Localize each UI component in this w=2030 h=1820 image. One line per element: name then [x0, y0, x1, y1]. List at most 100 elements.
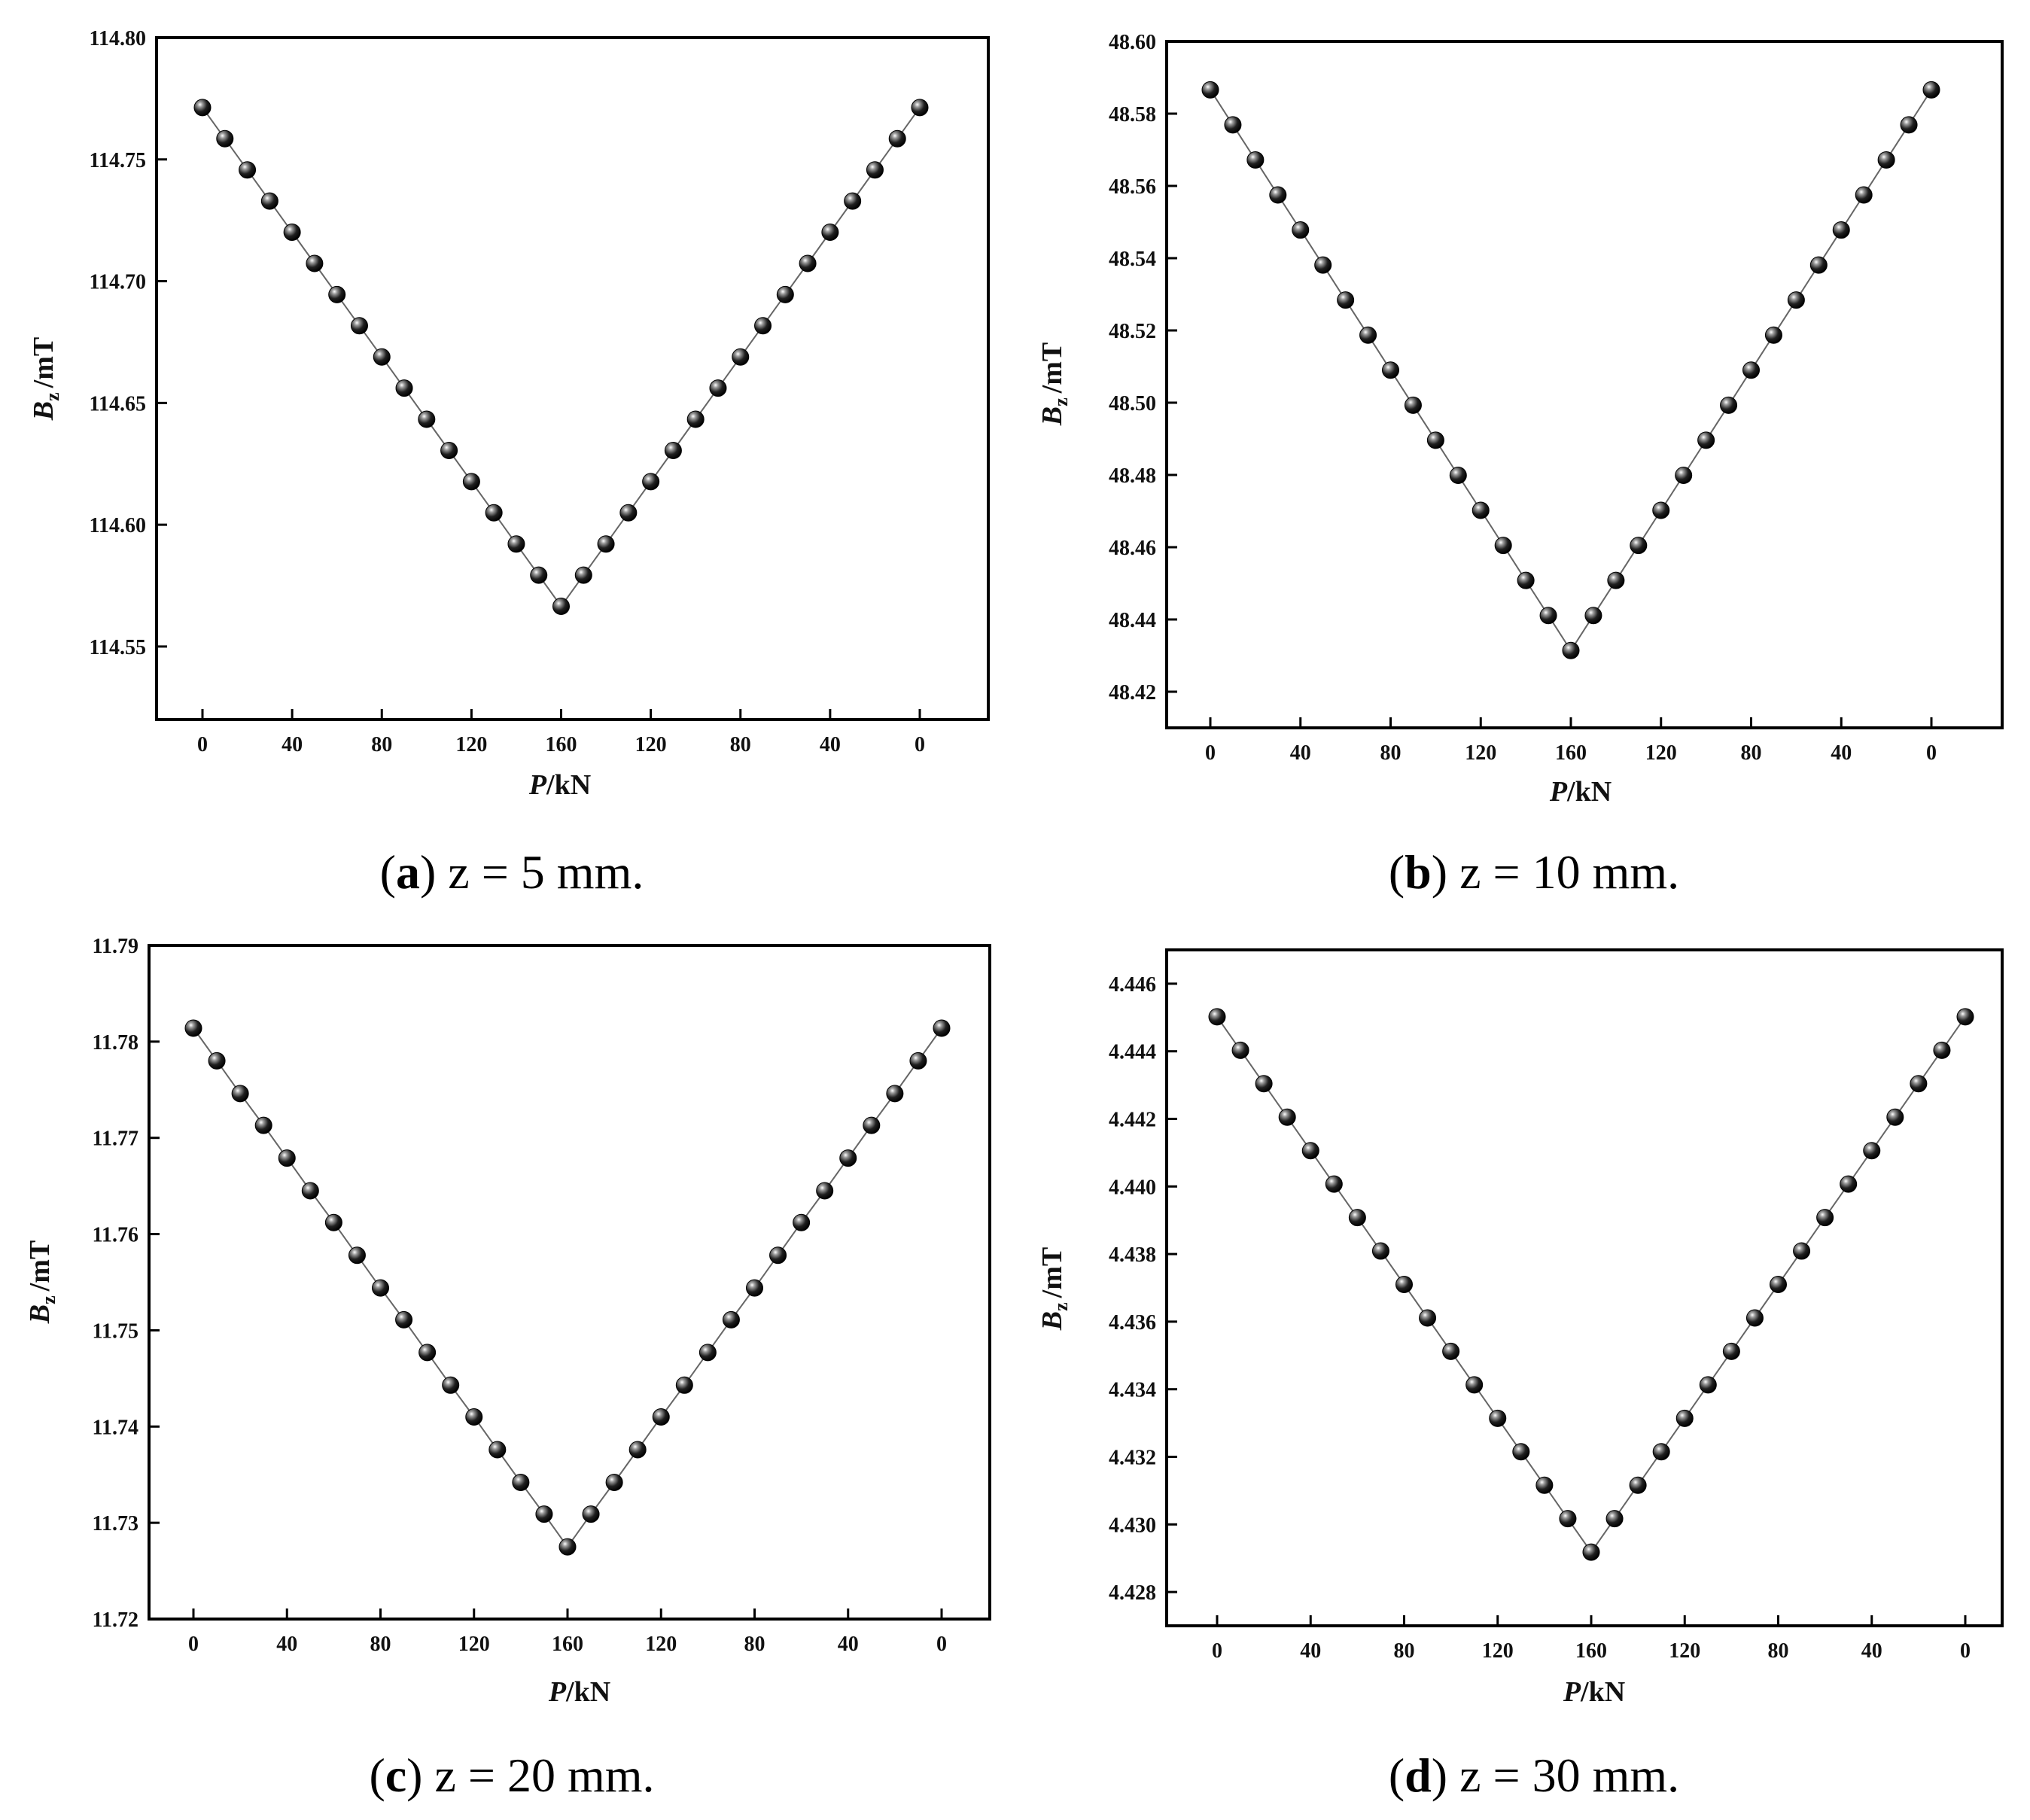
x-tick-label: 160 [1555, 741, 1587, 765]
data-point [911, 99, 929, 117]
y-tick-label: 48.54 [1109, 248, 1156, 271]
data-point [488, 1441, 507, 1459]
y-tick-label: 11.77 [93, 1128, 138, 1151]
data-point [283, 224, 301, 242]
data-point [372, 1279, 389, 1297]
data-point [642, 473, 660, 491]
panel-a-x-axis-label: P/kN [528, 769, 591, 801]
data-point [732, 348, 750, 366]
data-point [769, 1246, 787, 1265]
panel-c-caption: (c) z = 20 mm. [369, 1748, 654, 1802]
data-point [1337, 291, 1355, 309]
data-point [1900, 116, 1918, 134]
panel-a: 114.55 114.60 114.65 114.70 114.75 114.80 0 40… [28, 27, 990, 899]
data-point [1224, 116, 1242, 134]
data-point [582, 1505, 600, 1523]
x-tick-label: 80 [370, 1633, 391, 1656]
data-point [1246, 151, 1265, 169]
data-point [844, 192, 862, 210]
panel-d-y-ticks: 4.428 4.430 4.432 4.434 4.436 4.438 4.440 4.442… [1109, 973, 1177, 1605]
panel-a-plot-frame [155, 36, 990, 721]
panel-b-caption: (b) z = 10 mm. [1389, 845, 1679, 899]
data-point [1382, 361, 1399, 379]
data-point [418, 1344, 437, 1362]
y-tick-label: 48.56 [1109, 175, 1156, 199]
data-point [1494, 537, 1512, 555]
data-point [1348, 1209, 1366, 1227]
panel-a-y-axis-label: Bz/mT [28, 337, 63, 421]
x-tick-label: 80 [1741, 741, 1762, 765]
x-tick-label: 0 [188, 1633, 199, 1656]
y-tick-label: 48.42 [1109, 681, 1156, 705]
panel-b-x-axis-label: P/kN [1549, 776, 1612, 808]
x-tick-label: 0 [936, 1633, 947, 1656]
data-point [278, 1149, 296, 1167]
y-tick-label: 11.75 [93, 1319, 138, 1343]
data-point [395, 1310, 413, 1328]
x-tick-label: 0 [1960, 1639, 1971, 1663]
data-point [208, 1052, 226, 1070]
data-point [1720, 396, 1738, 414]
data-point [1292, 221, 1310, 239]
panel-d-caption: (d) z = 30 mm. [1389, 1748, 1679, 1802]
x-tick-label: 40 [820, 733, 841, 756]
data-point [1562, 641, 1580, 659]
data-point [324, 1213, 342, 1231]
data-point [552, 598, 570, 616]
data-point [1809, 256, 1828, 274]
data-point [1512, 1443, 1530, 1461]
data-point [605, 1473, 623, 1491]
data-point [1675, 1409, 1694, 1427]
data-point [1605, 1510, 1624, 1528]
panel-a-caption: (a) z = 5 mm. [380, 845, 644, 899]
data-point [306, 254, 324, 272]
data-point [1472, 501, 1490, 519]
data-point [1770, 1276, 1787, 1294]
data-point [239, 161, 257, 179]
x-tick-label: 40 [1290, 741, 1311, 765]
data-point [485, 504, 503, 522]
panel-b: 48.42 48.44 48.46 48.48 48.50 48.52 48.54 48.56… [1036, 31, 2004, 899]
data-point [1559, 1510, 1577, 1528]
x-tick-label: 120 [1465, 741, 1496, 765]
x-tick-label: 120 [458, 1633, 490, 1656]
data-point [1607, 571, 1625, 589]
y-tick-label: 11.76 [93, 1224, 138, 1247]
data-point [839, 1149, 857, 1167]
data-point [1371, 1242, 1389, 1260]
data-point [1956, 1008, 1974, 1026]
data-point [1449, 466, 1467, 484]
panel-d-series [1208, 1008, 1974, 1561]
data-point [1517, 571, 1535, 589]
data-point [1793, 1242, 1811, 1260]
y-tick-label: 4.444 [1109, 1041, 1156, 1064]
y-tick-label: 114.75 [90, 149, 146, 172]
x-tick-label: 80 [744, 1633, 765, 1656]
panel-d-x-ticks: 0 40 80 120 160 120 80 40 0 [1212, 1615, 1971, 1663]
data-point [1539, 607, 1557, 625]
y-tick-label: 48.58 [1109, 103, 1156, 126]
y-tick-label: 11.79 [93, 935, 138, 958]
data-point [1745, 1309, 1764, 1327]
data-point [776, 285, 794, 303]
x-tick-label: 40 [1831, 741, 1852, 765]
y-tick-label: 4.442 [1109, 1109, 1156, 1132]
data-point [1877, 151, 1895, 169]
y-tick-label: 48.46 [1109, 537, 1156, 560]
data-point [1278, 1108, 1296, 1126]
data-point [1722, 1342, 1740, 1360]
data-point [442, 1376, 460, 1394]
data-point [933, 1019, 951, 1037]
data-point [535, 1505, 553, 1523]
y-tick-label: 48.50 [1109, 392, 1156, 415]
data-point [597, 535, 615, 553]
data-point [254, 1116, 272, 1134]
data-point [1886, 1108, 1904, 1126]
data-point [512, 1473, 530, 1491]
data-point [1652, 1443, 1670, 1461]
x-tick-label: 0 [1926, 741, 1937, 765]
data-point [793, 1213, 811, 1231]
data-point [373, 348, 391, 366]
data-point [348, 1246, 366, 1265]
data-point [1630, 537, 1648, 555]
